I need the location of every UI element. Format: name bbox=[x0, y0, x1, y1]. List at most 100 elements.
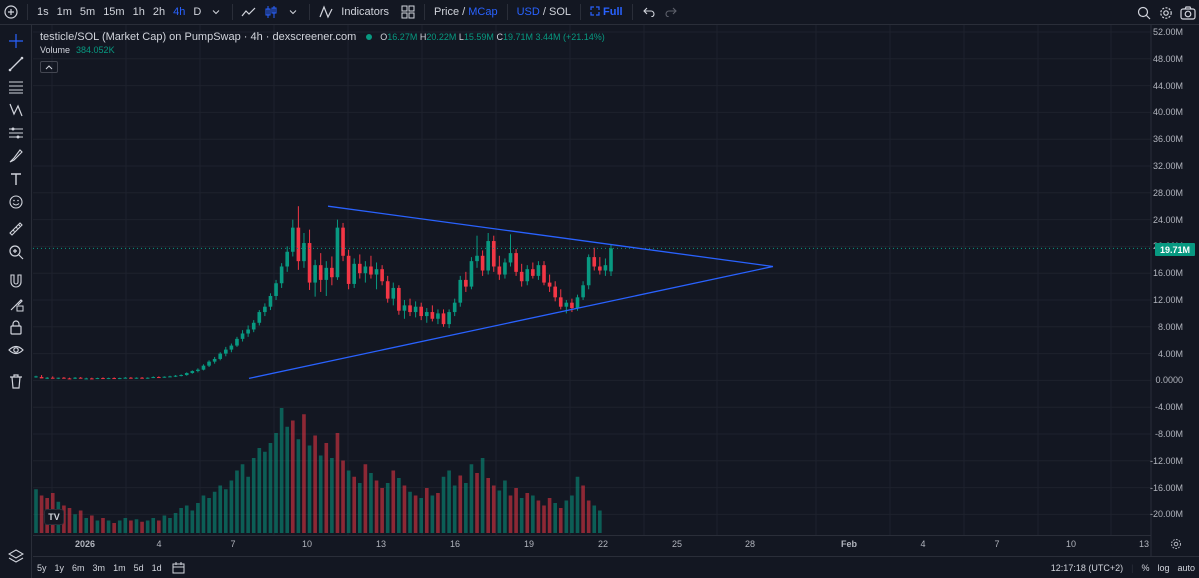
lock-icon[interactable] bbox=[4, 316, 28, 338]
price-tick: -4.00M bbox=[1154, 402, 1183, 413]
range-5d[interactable]: 5d bbox=[133, 562, 144, 573]
candle-body bbox=[558, 297, 563, 307]
text-icon[interactable] bbox=[4, 168, 28, 190]
volume-bar bbox=[101, 518, 105, 533]
ruler-icon[interactable] bbox=[4, 218, 28, 240]
currency-toggle[interactable]: USD / SOL bbox=[513, 0, 575, 25]
price-mode-toggle[interactable]: Price / MCap bbox=[430, 0, 502, 25]
candle-body bbox=[380, 269, 384, 282]
trash-icon[interactable] bbox=[4, 370, 28, 392]
indicators-icon[interactable] bbox=[315, 1, 337, 23]
candle-body bbox=[290, 227, 295, 252]
time-tick: 28 bbox=[744, 539, 756, 549]
candle-body bbox=[151, 377, 156, 379]
candle-body bbox=[318, 265, 323, 280]
volume-bar bbox=[564, 500, 569, 533]
layers-icon[interactable] bbox=[4, 545, 28, 567]
chevron-down-icon[interactable] bbox=[282, 1, 304, 23]
price-tick: 0.0000 bbox=[1155, 375, 1183, 386]
indicators-button[interactable]: Indicators bbox=[341, 5, 389, 18]
volume-bar bbox=[475, 473, 479, 533]
chart-pane[interactable] bbox=[33, 25, 1199, 557]
clock-time[interactable]: 12:17:18 (UTC+2) bbox=[1050, 563, 1124, 573]
volume-bar bbox=[391, 470, 396, 533]
collapse-legend-button[interactable] bbox=[40, 61, 58, 73]
interval-4h[interactable]: 4h bbox=[173, 5, 186, 18]
percent-toggle[interactable]: % bbox=[1141, 563, 1150, 573]
undo-icon[interactable] bbox=[638, 1, 660, 23]
symbol-title[interactable]: testicle/SOL (Market Cap) on PumpSwap · … bbox=[40, 31, 357, 43]
chart-canvas[interactable] bbox=[33, 25, 1199, 557]
interval-1m[interactable]: 1m bbox=[56, 5, 72, 18]
interval-2h[interactable]: 2h bbox=[152, 5, 166, 18]
interval-group: 1s 1m 5m 15m 1h 2h 4h D bbox=[33, 0, 205, 25]
zoom-icon[interactable] bbox=[4, 241, 28, 263]
fib-icon[interactable] bbox=[4, 76, 28, 98]
camera-icon[interactable] bbox=[1177, 2, 1199, 24]
open-value: 16.27M bbox=[387, 32, 418, 42]
range-group: 5y 1y 6m 3m 1m 5d 1d bbox=[33, 563, 166, 573]
eye-icon[interactable] bbox=[4, 339, 28, 361]
trendline-icon[interactable] bbox=[4, 53, 28, 75]
candle-body bbox=[491, 241, 496, 267]
volume-bar bbox=[274, 433, 278, 533]
prediction-icon[interactable] bbox=[4, 122, 28, 144]
range-5y[interactable]: 5y bbox=[37, 562, 47, 573]
interval-5m[interactable]: 5m bbox=[79, 5, 96, 18]
candle-body bbox=[441, 313, 446, 325]
auto-toggle[interactable]: auto bbox=[1177, 563, 1195, 573]
redo-icon[interactable] bbox=[660, 1, 682, 23]
price-mode-separator: / bbox=[462, 5, 466, 18]
candle-body bbox=[335, 227, 340, 278]
settings-gear-icon[interactable] bbox=[1155, 2, 1177, 24]
range-1d[interactable]: 1d bbox=[151, 562, 162, 573]
candles-icon[interactable] bbox=[260, 1, 282, 23]
brush-icon[interactable] bbox=[4, 145, 28, 167]
pattern-icon[interactable] bbox=[4, 99, 28, 121]
time-axis[interactable]: 2026 4 7 10 13 16 19 22 25 28 Feb 4 7 10 13 bbox=[33, 535, 1151, 555]
quick-search-icon[interactable] bbox=[1133, 2, 1155, 24]
candle-body bbox=[586, 257, 591, 286]
candle-body bbox=[95, 378, 100, 380]
volume-bar bbox=[117, 520, 122, 533]
candle-body bbox=[140, 377, 144, 379]
candle-body bbox=[34, 376, 38, 378]
tradingview-logo[interactable]: TV bbox=[44, 509, 64, 525]
candle-body bbox=[402, 305, 407, 311]
volume-bar bbox=[235, 470, 239, 533]
range-3m[interactable]: 3m bbox=[92, 562, 106, 573]
interval-1s[interactable]: 1s bbox=[37, 5, 49, 18]
volume-bar bbox=[598, 510, 602, 533]
layout-grid-icon[interactable] bbox=[397, 1, 419, 23]
candle-body bbox=[67, 378, 72, 380]
chevron-down-icon[interactable] bbox=[205, 1, 227, 23]
volume-bar bbox=[78, 510, 83, 533]
time-tick: 2026 bbox=[74, 539, 96, 549]
candle-body bbox=[45, 377, 49, 379]
interval-15m[interactable]: 15m bbox=[103, 5, 125, 18]
range-1y[interactable]: 1y bbox=[54, 562, 65, 573]
emoji-icon[interactable] bbox=[4, 191, 28, 213]
interval-1h[interactable]: 1h bbox=[132, 5, 145, 18]
volume-bar bbox=[290, 420, 295, 533]
line-chart-icon[interactable] bbox=[238, 1, 260, 23]
separator bbox=[424, 4, 425, 20]
volume-bar bbox=[575, 476, 580, 533]
candle-body bbox=[39, 377, 44, 379]
axis-settings-gear-icon[interactable] bbox=[1170, 538, 1182, 553]
candle-body bbox=[112, 378, 116, 380]
interval-D[interactable]: D bbox=[193, 5, 202, 18]
log-toggle[interactable]: log bbox=[1157, 563, 1170, 573]
candle-body bbox=[531, 269, 535, 276]
full-button[interactable]: Full bbox=[586, 0, 627, 25]
add-symbol-icon[interactable] bbox=[0, 1, 22, 23]
range-6m[interactable]: 6m bbox=[72, 562, 85, 573]
crosshair-icon[interactable] bbox=[4, 30, 28, 52]
range-1m[interactable]: 1m bbox=[113, 562, 126, 573]
volume-bar bbox=[257, 448, 262, 533]
magnet-icon[interactable] bbox=[4, 270, 28, 292]
lock-drawing-icon[interactable] bbox=[4, 293, 28, 315]
volume-bar bbox=[553, 503, 557, 533]
date-range-icon[interactable] bbox=[172, 561, 186, 574]
candle-body bbox=[480, 255, 485, 271]
